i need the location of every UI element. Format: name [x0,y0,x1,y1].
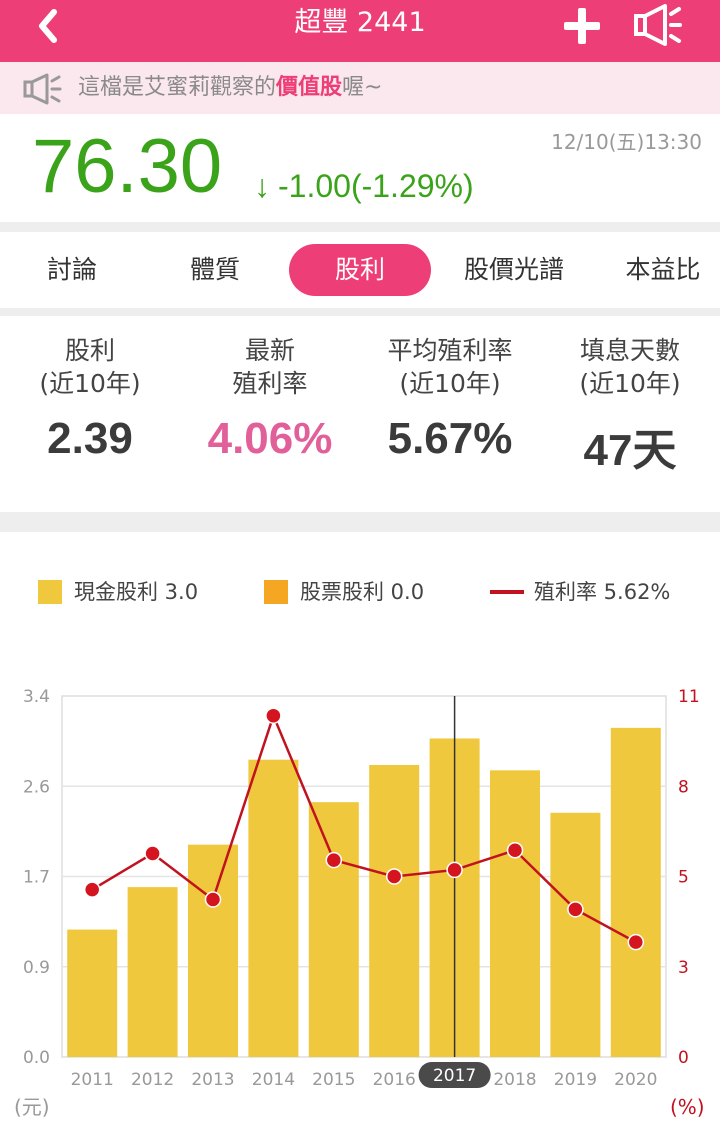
y-right-tick: 5 [678,868,689,888]
stat-label: 平均殖利率 [387,336,513,365]
y-left-tick: 3.4 [23,687,50,707]
chart-legend: 現金股利 3.0 股票股利 0.0 殖利率 5.62% [0,572,720,612]
bar-cash-dividend [188,844,238,1057]
bar-cash-dividend [550,812,601,1057]
stat-value: 47天 [583,426,677,475]
stat-label: 殖利率 [232,369,308,398]
yield-point [325,851,343,869]
legend-swatch [264,580,288,604]
bar-cash-dividend [490,770,540,1057]
x-tick: 2019 [554,1070,597,1090]
y-left-unit: (元) [14,1095,50,1119]
tab-dividend[interactable]: 股利 [289,244,431,296]
yield-point [83,881,101,898]
x-tick: 2016 [373,1070,416,1090]
notice-text: 這檔是艾蜜莉觀察的價值股喔~ [78,75,382,101]
top-bar: 超豐 2441 [0,0,720,62]
x-tick: 2014 [252,1070,295,1090]
y-left-tick: 2.6 [23,777,50,797]
y-left-tick: 0.9 [23,958,50,978]
bar-cash-dividend [308,802,359,1057]
y-left-tick: 1.7 [23,868,50,888]
x-tick: 2015 [312,1070,355,1090]
x-tick: 2011 [71,1070,114,1090]
bar-cash-dividend [248,759,299,1057]
yield-point [144,845,161,862]
legend-label: 現金股利 3.0 [74,580,199,604]
yield-point [446,861,463,879]
stat-fill-days: 填息天數 (近10年) 47天 [540,334,720,478]
y-right-tick: 3 [678,958,689,978]
dividend-chart[interactable]: 0.0 0.9 1.7 2.6 3.4 0 3 5 8 11 (元) (%) 2011 2012 2013 2… [0,670,720,1125]
legend-label: 股票股利 0.0 [300,580,425,604]
bar-cash-dividend [369,765,420,1057]
stat-latest-yield: 最新 殖利率 4.06% [180,334,360,464]
notice-highlight: 價值股 [276,75,343,100]
legend-swatch [38,580,62,604]
stat-label: 股利 [64,336,115,365]
add-icon[interactable] [562,6,602,46]
bar-cash-dividend [67,929,118,1057]
stock-price: 76.30 [32,124,223,209]
speaker-icon [23,73,62,105]
y-right-tick: 8 [678,777,689,797]
yield-point [567,901,584,918]
yield-point [627,933,645,951]
bar-cash-dividend [127,887,178,1057]
divider [0,308,720,316]
stat-value: 2.39 [47,414,133,463]
down-arrow-icon: ↓ [254,168,270,204]
x-tick: 2018 [493,1070,536,1090]
price-quote: 76.30 ↓ -1.00(-1.29%) 12/10(五)13:30 [0,114,720,222]
tab-discussion[interactable]: 討論 [46,255,97,284]
bar-cash-dividend [610,727,661,1057]
page-title: 超豐 2441 [294,7,426,38]
tab-fundamentals[interactable]: 體質 [189,255,240,284]
stat-label: 填息天數 [579,336,680,365]
back-arrow-icon[interactable] [30,6,70,46]
legend-label: 殖利率 5.62% [534,580,671,604]
yield-point [265,707,282,724]
y-right-tick: 0 [678,1048,689,1068]
price-change-value: -1.00(-1.29%) [278,168,474,204]
x-tick: 2020 [614,1070,657,1090]
yield-point [385,868,403,885]
stat-value: 4.06% [207,414,333,463]
x-tick: 2013 [191,1070,234,1090]
divider [0,512,720,532]
dividend-stats: 股利 (近10年) 2.39 最新 殖利率 4.06% 平均殖利率 (近10年)… [0,318,720,508]
yield-line [91,712,637,944]
stat-average-yield: 平均殖利率 (近10年) 5.67% [360,334,540,464]
legend-line [490,590,524,594]
stat-label: (近10年) [579,369,681,398]
stat-label: (近10年) [39,369,141,398]
notice-bar[interactable]: 這檔是艾蜜莉觀察的價值股喔~ [0,62,720,114]
notice-text-after: 喔~ [342,75,383,100]
tab-pe-ratio[interactable]: 本益比 [625,255,701,284]
notice-text-before: 這檔是艾蜜莉觀察的 [78,75,277,100]
yield-point [506,841,524,859]
stat-label: 最新 [244,336,295,365]
y-right-tick: 11 [678,687,700,707]
y-left-tick: 0.0 [23,1048,50,1068]
tab-bar: 討論 體質 股利 股價光譜 本益比 [0,232,720,308]
announcement-icon[interactable] [633,4,683,48]
selected-year-label: 2017 [433,1066,476,1086]
stat-dividend: 股利 (近10年) 2.39 [0,334,180,464]
quote-timestamp: 12/10(五)13:30 [551,130,702,154]
selected-year-pill [418,1062,491,1088]
divider [0,222,720,232]
y-right-unit: (%) [670,1095,705,1119]
price-change: ↓ -1.00(-1.29%) [254,168,474,204]
stat-value: 5.67% [387,414,513,463]
stat-label: (近10年) [399,369,501,398]
x-tick: 2012 [131,1070,174,1090]
tab-price-spectrum[interactable]: 股價光譜 [463,255,564,284]
yield-point [204,891,222,908]
